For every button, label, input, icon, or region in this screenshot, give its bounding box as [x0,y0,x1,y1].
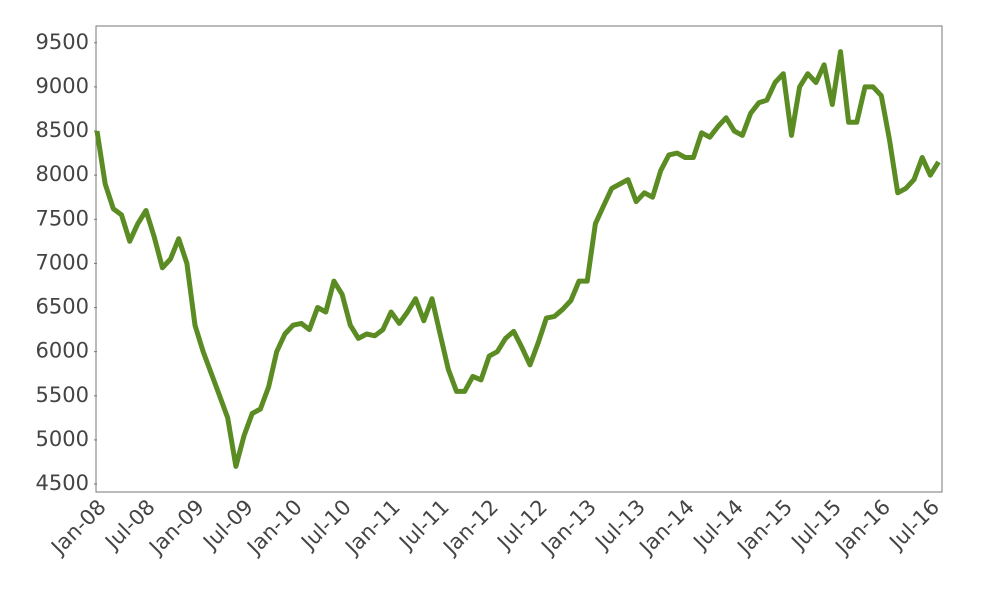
y-tick-label: 5500 [36,383,89,407]
plot-frame [95,25,943,493]
y-tick-label: 4500 [36,471,89,495]
y-tick-label: 8500 [36,118,89,142]
y-tick-label: 6500 [36,295,89,319]
x-tick-label: Jan-13 [535,495,601,561]
y-tick-label: 8000 [36,162,89,186]
x-tick-label: Jan-08 [45,495,111,561]
y-tick-label: 7500 [36,206,89,230]
x-tick-label: Jan-16 [830,495,896,561]
y-tick-label: 9000 [36,74,89,98]
x-tick-label: Jan-12 [437,495,503,561]
y-tick-label: 7000 [36,250,89,274]
x-tick-label: Jan-11 [339,495,405,561]
y-tick-label: 6000 [36,339,89,363]
y-tick-label: 5000 [36,427,89,451]
x-tick-label: Jan-10 [241,495,307,561]
x-tick-label: Jan-15 [732,495,798,561]
x-tick-label: Jul-16 [884,495,945,556]
x-tick-label: Jan-09 [143,495,209,561]
data-line [94,49,941,469]
x-tick-label: Jan-14 [633,495,699,561]
y-tick-label: 9500 [36,30,89,54]
